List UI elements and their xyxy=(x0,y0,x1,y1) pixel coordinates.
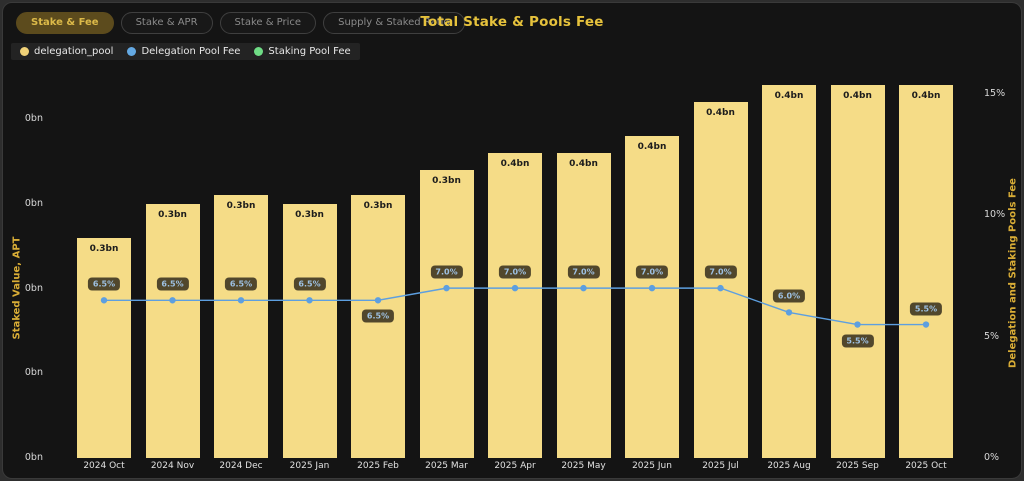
legend-item-2[interactable]: Staking Pool Fee xyxy=(254,46,351,57)
fee-point-label: 7.0% xyxy=(567,265,600,279)
legend-item-1[interactable]: Delegation Pool Fee xyxy=(127,46,240,57)
right-axis-tick: 0% xyxy=(984,452,1000,463)
fee-point-label: 7.0% xyxy=(635,265,669,279)
bar-value-label: 0.4bn xyxy=(774,91,804,102)
fee-point-label: 6.0% xyxy=(772,289,806,303)
legend-item-0[interactable]: delegation_pool xyxy=(20,46,113,57)
bar-value-label: 0.4bn xyxy=(569,158,598,169)
line-point xyxy=(511,284,519,292)
x-axis-label: 2025 Mar xyxy=(425,461,468,471)
line-point xyxy=(306,297,313,304)
bar-value-label: 0.3bn xyxy=(363,201,393,212)
right-axis-tick: 5% xyxy=(984,330,1000,342)
legend-color-dot-icon xyxy=(254,47,264,56)
fee-point-label: 7.0% xyxy=(498,265,532,279)
bar-2025-aug: 0.4bn xyxy=(762,85,816,458)
x-axis-label: 2025 Jan xyxy=(289,461,330,471)
legend-label: Delegation Pool Fee xyxy=(141,46,241,57)
chart-title: Total Stake & Pools Fee xyxy=(420,14,604,30)
fee-line-layer xyxy=(100,284,930,328)
fee-point-label: 6.5% xyxy=(224,277,258,291)
right-axis-title: Delegation and Staking Pools Fee xyxy=(1007,178,1019,368)
x-axis-label: 2024 Nov xyxy=(150,461,195,471)
bar-2025-jan: 0.3bn xyxy=(282,203,337,458)
left-axis-title: Staked Value, APT xyxy=(11,236,23,340)
line-point xyxy=(237,297,245,304)
bar-value-label: 0.3bn xyxy=(226,201,256,212)
left-axis-tick: 0bn xyxy=(24,113,43,124)
fee-point-label: 6.5% xyxy=(156,277,189,291)
bar-value-label: 0.3bn xyxy=(89,243,119,254)
bar-value-label: 0.4bn xyxy=(843,91,872,102)
chart-plot-area: 0.3bn 2024 Oct 0.3bn 2024 Nov 0.3bn 2024 Dec 0… xyxy=(3,3,1021,478)
left-axis-tick: 0bn xyxy=(24,282,43,294)
legend-label: Staking Pool Fee xyxy=(268,46,351,57)
line-point xyxy=(648,284,656,292)
line-point xyxy=(717,284,724,292)
fee-point-label: 6.5% xyxy=(293,277,326,291)
left-axis-tick: 0bn xyxy=(24,452,43,463)
fee-point-label: 5.5% xyxy=(841,334,874,348)
bar-2025-apr: 0.4bn xyxy=(488,152,542,458)
left-axis-tick: 0bn xyxy=(24,367,43,379)
bar-value-label: 0.3bn xyxy=(158,209,187,220)
x-axis-label: 2025 Sep xyxy=(836,461,879,471)
bar-2025-feb: 0.3bn xyxy=(351,195,405,458)
fee-point-label: 6.5% xyxy=(87,277,121,291)
bar-value-label: 0.4bn xyxy=(706,108,735,119)
x-axis-label: 2025 Jun xyxy=(632,461,672,471)
view-button-0[interactable]: Stake & Fee xyxy=(16,12,114,34)
x-axis-label: 2025 Oct xyxy=(905,461,947,471)
bar-value-label: 0.4bn xyxy=(637,141,667,152)
fee-point-label: 7.0% xyxy=(704,265,737,279)
x-axis-label: 2025 May xyxy=(561,461,606,471)
view-button-1[interactable]: Stake & APR xyxy=(120,12,213,34)
bar-value-label: 0.3bn xyxy=(432,175,461,186)
bar-value-label: 0.4bn xyxy=(500,158,530,169)
left-axis-tick: 0bn xyxy=(24,197,43,209)
right-axis-tick: 15% xyxy=(984,87,1006,99)
x-axis-label: 2025 Feb xyxy=(357,461,399,471)
bar-2025-jun: 0.4bn xyxy=(625,135,679,458)
x-axis-label: 2025 Apr xyxy=(494,461,536,471)
bar-2025-may: 0.4bn xyxy=(556,152,611,458)
legend-label: delegation_pool xyxy=(34,46,114,57)
legend-color-dot-icon xyxy=(20,47,29,56)
bar-value-label: 0.3bn xyxy=(295,209,324,220)
bar-value-label: 0.4bn xyxy=(911,91,941,102)
bar-2024-dec: 0.3bn xyxy=(214,195,268,458)
line-point xyxy=(374,297,382,304)
line-point xyxy=(443,284,450,292)
fee-point-label: 5.5% xyxy=(909,302,943,316)
view-switcher: Stake & Fee Stake & APR Stake & Price Suppl… xyxy=(16,12,465,34)
line-point xyxy=(169,297,176,304)
bar-2025-oct: 0.4bn xyxy=(899,85,953,458)
right-axis-tick: 10% xyxy=(984,209,1006,221)
legend: delegation_pool Delegation Pool Fee Stakin… xyxy=(11,43,360,60)
bar-2025-mar: 0.3bn xyxy=(419,169,474,458)
bar-2024-nov: 0.3bn xyxy=(145,203,200,458)
line-point xyxy=(785,309,793,316)
x-axis-label: 2024 Dec xyxy=(219,461,263,471)
line-point xyxy=(854,321,861,328)
x-axis-label: 2024 Oct xyxy=(83,461,125,471)
view-button-2[interactable]: Stake & Price xyxy=(219,12,317,34)
x-axis-label: 2025 Jul xyxy=(702,461,739,471)
view-button-3[interactable]: Supply & Staked Ratio xyxy=(323,12,465,34)
line-point xyxy=(922,321,930,328)
bar-2025-jul: 0.4bn xyxy=(693,102,748,458)
x-axis-label: 2025 Aug xyxy=(767,461,811,471)
line-point xyxy=(100,297,108,304)
bar-2025-sep: 0.4bn xyxy=(830,85,885,458)
legend-color-dot-icon xyxy=(127,47,137,56)
bar-2024-oct: 0.3bn xyxy=(77,237,131,458)
line-point xyxy=(580,284,587,292)
fee-point-label: 6.5% xyxy=(361,309,395,323)
fee-point-label: 7.0% xyxy=(430,265,463,279)
